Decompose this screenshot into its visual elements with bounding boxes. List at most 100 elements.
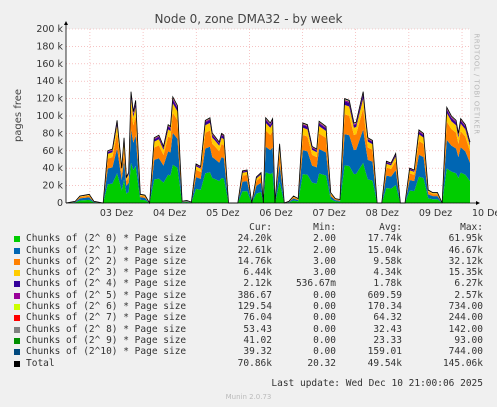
legend-max: 2.57k <box>454 289 483 301</box>
y-tick-label: 180 k <box>36 41 63 52</box>
legend-min: 536.67m <box>295 278 336 290</box>
legend-min: 0.00 <box>313 334 336 346</box>
last-update: Last update: Wed Dec 10 21:00:06 2025 <box>271 378 483 389</box>
legend-cur: 6.44k <box>243 267 272 279</box>
legend-cur: 41.02 <box>243 334 272 346</box>
legend-cur: 14.76k <box>237 255 272 267</box>
series-area-3 <box>66 98 470 203</box>
legend-swatch <box>14 337 20 344</box>
y-tick-label: 20 k <box>42 181 63 192</box>
legend-avg: 64.32 <box>373 312 402 324</box>
y-tick-label: 140 k <box>36 76 63 87</box>
y-tick-label: 80 k <box>42 128 63 139</box>
legend-series-name: Chunks of (2^ 0) * Page size <box>26 233 187 245</box>
legend-avg: 23.33 <box>373 334 402 346</box>
legend-series-name: Chunks of (2^ 7) * Page size <box>26 312 187 324</box>
legend-cur: 22.61k <box>237 244 272 256</box>
y-tick-label: 120 k <box>36 94 63 105</box>
legend-avg: 17.74k <box>367 233 402 245</box>
legend-series-name: Chunks of (2^10) * Page size <box>26 346 187 358</box>
y-tick-label: 40 k <box>42 163 63 174</box>
legend-avg: 15.04k <box>367 244 402 256</box>
legend-max: 61.95k <box>448 233 483 245</box>
legend-max: 6.27k <box>454 278 483 290</box>
y-tick-label: 60 k <box>42 146 63 157</box>
legend-avg: 609.59 <box>367 289 402 301</box>
legend-max: 744.00 <box>448 346 483 358</box>
legend-cur: 386.67 <box>237 289 272 301</box>
legend-header-min: Min: <box>313 222 336 233</box>
legend-header-cur: Cur: <box>249 222 272 233</box>
legend-max: 32.12k <box>448 255 483 267</box>
legend-min: 2.00 <box>313 244 336 256</box>
legend-swatch <box>14 247 20 254</box>
x-axis-arrow <box>476 201 480 205</box>
legend-avg: 49.54k <box>367 357 402 369</box>
legend-min: 20.32 <box>307 357 336 369</box>
legend-avg: 32.43 <box>373 323 402 335</box>
legend-cur: 53.43 <box>243 323 272 335</box>
stacked-area-chart: 0 20 k 40 k 60 k 80 k 100 k 120 k 140 k 160 k 180… <box>36 21 497 219</box>
legend-swatch <box>14 315 20 322</box>
y-tick-label: 200 k <box>36 24 63 35</box>
legend-swatch <box>14 236 20 243</box>
y-axis-arrow <box>64 21 68 25</box>
legend-series-name: Total <box>26 357 55 369</box>
legend-cur: 39.32 <box>243 346 272 358</box>
x-tick-label: 07 Dez <box>312 208 345 219</box>
x-tick-label: 04 Dez <box>153 208 186 219</box>
legend-min: 0.00 <box>313 346 336 358</box>
x-tick-label: 08 Dez <box>366 208 399 219</box>
legend-min: 2.00 <box>313 233 336 245</box>
legend-max: 15.35k <box>448 267 483 279</box>
legend-min: 3.00 <box>313 267 336 279</box>
legend-cur: 76.04 <box>243 312 272 324</box>
munin-version: Munin 2.0.73 <box>225 393 272 401</box>
legend-series-name: Chunks of (2^ 2) * Page size <box>26 255 187 267</box>
legend-avg: 170.34 <box>367 301 402 313</box>
chart-title: Node 0, zone DMA32 - by week <box>154 12 343 26</box>
y-tick-label: 100 k <box>36 111 63 122</box>
legend-series-name: Chunks of (2^ 5) * Page size <box>26 289 187 301</box>
legend-avg: 9.58k <box>373 255 402 267</box>
x-tick-label: 10 Dez <box>472 208 497 219</box>
legend-min: 3.00 <box>313 255 336 267</box>
legend-header-avg: Avg: <box>379 222 402 233</box>
legend-swatch <box>14 304 20 311</box>
legend-min: 0.00 <box>313 289 336 301</box>
legend-max: 142.00 <box>448 323 483 335</box>
legend-avg: 159.01 <box>367 346 402 358</box>
legend-max: 145.06k <box>442 357 483 369</box>
legend-swatch <box>14 326 20 333</box>
legend-series-name: Chunks of (2^ 1) * Page size <box>26 244 187 256</box>
y-tick-label: 0 <box>57 198 63 209</box>
x-tick-label: 06 Dez <box>259 208 292 219</box>
x-tick-label: 09 Dez <box>419 208 452 219</box>
legend-swatch <box>14 292 20 299</box>
legend-series-name: Chunks of (2^ 8) * Page size <box>26 323 187 335</box>
legend-cur: 129.54 <box>237 301 272 313</box>
legend-series-name: Chunks of (2^ 4) * Page size <box>26 278 187 290</box>
legend-min: 0.00 <box>313 312 336 324</box>
legend-swatch <box>14 349 20 356</box>
legend-max: 734.00 <box>448 301 483 313</box>
legend-cur: 24.20k <box>237 233 272 245</box>
legend-swatch <box>14 360 20 367</box>
legend-max: 46.67k <box>448 244 483 256</box>
legend-swatch <box>14 270 20 277</box>
series-area-1 <box>66 129 470 203</box>
legend-max: 244.00 <box>448 312 483 324</box>
legend-series-name: Chunks of (2^ 6) * Page size <box>26 301 187 313</box>
legend-series-name: Chunks of (2^ 3) * Page size <box>26 267 187 279</box>
legend-avg: 1.78k <box>373 278 402 290</box>
legend-swatch <box>14 258 20 265</box>
legend-header-max: Max: <box>460 222 483 233</box>
legend-max: 93.00 <box>454 334 483 346</box>
legend-swatch <box>14 281 20 288</box>
legend-avg: 4.34k <box>373 267 402 279</box>
series-area-0 <box>66 162 470 203</box>
legend-min: 0.00 <box>313 301 336 313</box>
legend-cur: 2.12k <box>243 278 272 290</box>
x-tick-label: 03 Dez <box>100 208 133 219</box>
series-area-2 <box>66 108 470 203</box>
